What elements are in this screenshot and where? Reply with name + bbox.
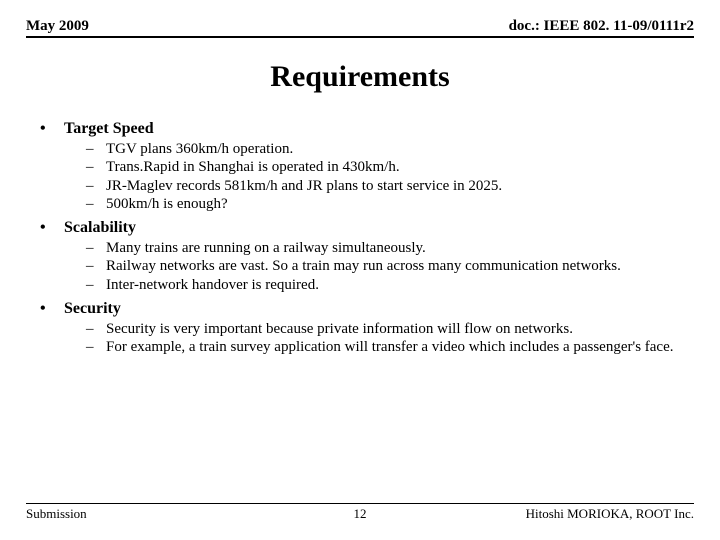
footer-page-number: 12 — [26, 506, 694, 522]
slide-body: • Target Speed –TGV plans 360km/h operat… — [26, 120, 694, 357]
section-items: –TGV plans 360km/h operation. –Trans.Rap… — [26, 140, 694, 213]
list-item: –Railway networks are vast. So a train m… — [86, 257, 694, 275]
bullet-icon: • — [40, 219, 64, 237]
dash-icon: – — [86, 320, 106, 338]
section-target-speed: • Target Speed –TGV plans 360km/h operat… — [26, 120, 694, 213]
section-heading-text: Target Speed — [64, 120, 154, 138]
section-heading: • Target Speed — [26, 120, 694, 138]
dash-icon: – — [86, 239, 106, 257]
header-docnum: doc.: IEEE 802. 11-09/0111r2 — [509, 18, 694, 35]
list-item: –For example, a train survey application… — [86, 338, 694, 356]
dash-icon: – — [86, 195, 106, 213]
list-item-text: Security is very important because priva… — [106, 320, 694, 338]
section-security: • Security –Security is very important b… — [26, 300, 694, 357]
list-item: –Inter-network handover is required. — [86, 276, 694, 294]
slide-title: Requirements — [26, 60, 694, 94]
section-heading-text: Security — [64, 300, 121, 318]
list-item-text: 500km/h is enough? — [106, 195, 694, 213]
section-heading: • Scalability — [26, 219, 694, 237]
list-item: –JR-Maglev records 581km/h and JR plans … — [86, 177, 694, 195]
list-item-text: JR-Maglev records 581km/h and JR plans t… — [106, 177, 694, 195]
list-item: –Trans.Rapid in Shanghai is operated in … — [86, 158, 694, 176]
list-item-text: Railway networks are vast. So a train ma… — [106, 257, 694, 275]
section-items: –Security is very important because priv… — [26, 320, 694, 357]
dash-icon: – — [86, 177, 106, 195]
list-item-text: TGV plans 360km/h operation. — [106, 140, 694, 158]
list-item-text: Trans.Rapid in Shanghai is operated in 4… — [106, 158, 694, 176]
section-heading-text: Scalability — [64, 219, 136, 237]
section-items: –Many trains are running on a railway si… — [26, 239, 694, 294]
list-item-text: Inter-network handover is required. — [106, 276, 694, 294]
dash-icon: – — [86, 276, 106, 294]
list-item: –TGV plans 360km/h operation. — [86, 140, 694, 158]
bullet-icon: • — [40, 300, 64, 318]
header-date: May 2009 — [26, 18, 89, 35]
dash-icon: – — [86, 140, 106, 158]
dash-icon: – — [86, 257, 106, 275]
slide-footer: Submission 12 Hitoshi MORIOKA, ROOT Inc. — [26, 503, 694, 522]
dash-icon: – — [86, 338, 106, 356]
list-item: –Many trains are running on a railway si… — [86, 239, 694, 257]
section-scalability: • Scalability –Many trains are running o… — [26, 219, 694, 294]
list-item-text: For example, a train survey application … — [106, 338, 694, 356]
slide-header: May 2009 doc.: IEEE 802. 11-09/0111r2 — [26, 18, 694, 38]
list-item: –500km/h is enough? — [86, 195, 694, 213]
bullet-icon: • — [40, 120, 64, 138]
list-item: –Security is very important because priv… — [86, 320, 694, 338]
dash-icon: – — [86, 158, 106, 176]
section-heading: • Security — [26, 300, 694, 318]
list-item-text: Many trains are running on a railway sim… — [106, 239, 694, 257]
